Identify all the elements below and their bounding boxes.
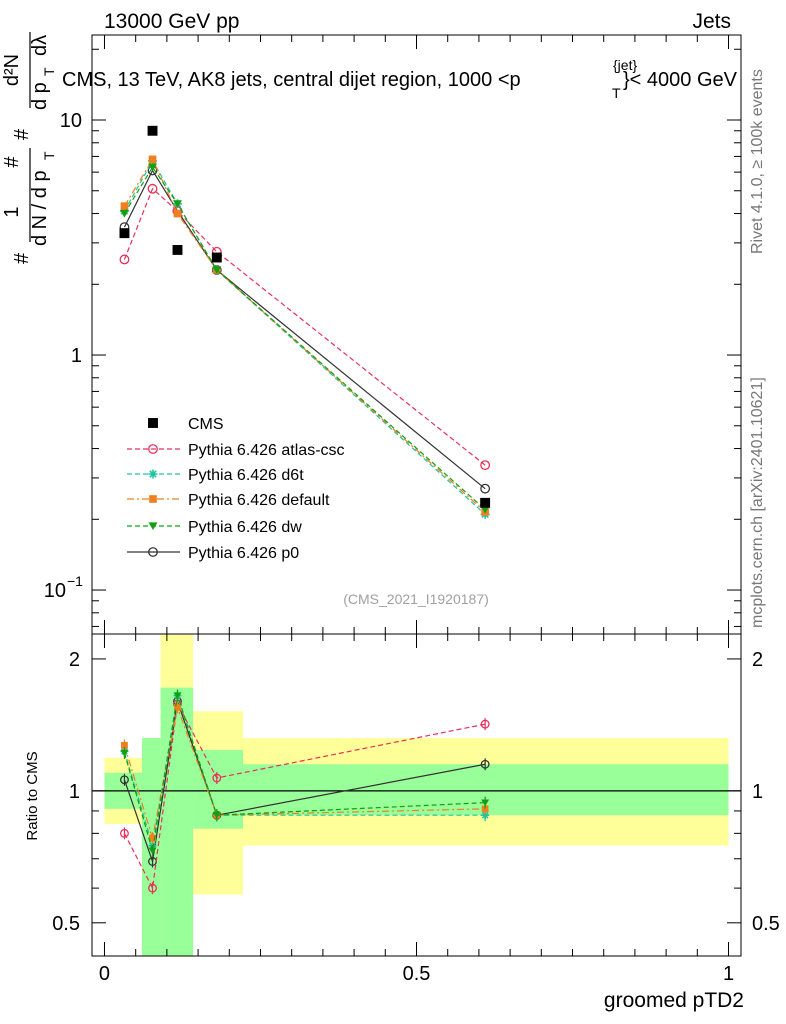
ratio-series-line — [123, 701, 486, 891]
legend-label: Pythia 6.426 dw — [188, 519, 302, 536]
main-series-line — [123, 158, 486, 513]
main-y-tick-label: 10 — [44, 580, 66, 602]
analysis-watermark: (CMS_2021_I1920187) — [343, 591, 489, 607]
main-series-marker — [480, 483, 491, 494]
ratio-y-tick-label-left: 1 — [69, 781, 80, 803]
title-sub: T — [612, 85, 621, 101]
ratio-series-marker — [481, 811, 490, 820]
cms-data-point — [211, 252, 222, 263]
ylabel-hash-b: # — [11, 128, 33, 140]
ylabel-dndpt: d N / d p — [29, 170, 51, 246]
main-series-marker — [119, 254, 130, 265]
main-series-marker — [147, 183, 158, 194]
ylabel-t-sub-2: T — [41, 67, 57, 76]
ratio-series-marker — [480, 719, 490, 729]
ylabel-hash-a: # — [1, 156, 23, 168]
ratio-series-marker — [212, 812, 221, 819]
main-series-marker — [173, 209, 182, 218]
ratio-series-marker — [212, 773, 222, 783]
ratio-series-marker — [148, 847, 157, 855]
main-y-tick-exponent: −1 — [67, 573, 83, 589]
main-ylabel: # 1 # d N / d p T # d p T d²N dλ — [1, 32, 57, 264]
legend: CMS Pythia 6.426 atlas-csc Pythia 6.426 d6… — [127, 416, 345, 562]
ratio-y-tick-label-right: 0.5 — [752, 913, 780, 935]
ratio-y-axis-label: Ratio to CMS — [24, 751, 41, 840]
cms-data-point — [147, 125, 158, 136]
rivet-label: Rivet 4.1.0, ≥ 100k events — [749, 69, 766, 254]
main-series-marker — [119, 209, 129, 218]
main-series-marker — [120, 202, 129, 210]
main-series-line — [123, 169, 486, 490]
main-series-marker — [148, 155, 157, 164]
ratio-series-marker — [173, 692, 182, 700]
main-series-marker — [148, 163, 158, 172]
main-series-marker — [212, 266, 222, 275]
legend-marker — [149, 495, 157, 503]
legend-label: Pythia 6.426 p0 — [188, 545, 299, 562]
cms-data-point — [172, 244, 183, 255]
legend-label: Pythia 6.426 default — [188, 492, 330, 509]
main-series-marker — [172, 200, 182, 208]
main-y-tick-label: 10 — [60, 110, 82, 132]
ratio-y-tick-label-left: 2 — [69, 649, 80, 671]
ratio-series-marker — [121, 741, 128, 749]
ratio-y-tick-label-right: 1 — [752, 781, 763, 803]
mcplots-label: mcplots.cern.ch [arXiv:2401.10621] — [749, 377, 766, 628]
main-series-line — [123, 187, 486, 466]
ylabel-dlambda: dλ — [29, 35, 51, 56]
legend-marker — [148, 522, 158, 531]
ylabel-d2n: d²N — [1, 54, 23, 86]
ratio-series-marker — [480, 759, 490, 769]
x-axis-label: groomed pTD2 — [604, 989, 744, 1012]
legend-marker — [148, 418, 158, 428]
x-tick-label: 0 — [99, 963, 110, 985]
title-tail: }< 4000 GeV — [623, 69, 738, 91]
legend-marker — [148, 547, 158, 557]
main-series-marker — [480, 505, 490, 514]
ratio-panel: 0.5 0.5 1 1 2 2 0 0.5 1 — [52, 633, 780, 985]
main-panel: 10−1110102 — [44, 34, 742, 635]
header-left: 13000 GeV pp — [104, 10, 239, 33]
ylabel-one: 1 — [1, 206, 23, 217]
main-series-marker — [480, 460, 491, 471]
ylabel-lead: # — [11, 252, 33, 264]
legend-marker — [148, 444, 158, 454]
ratio-series-marker — [119, 775, 129, 785]
ratio-series-marker — [481, 799, 490, 807]
cms-data-point — [119, 228, 130, 239]
ratio-y-tick-label-left: 0.5 — [52, 913, 80, 935]
ratio-y-tick-label-right: 2 — [752, 649, 763, 671]
ratio-series-marker — [120, 749, 129, 757]
x-tick-label: 0.5 — [403, 963, 431, 985]
ratio-series-marker — [174, 704, 181, 711]
ratio-series-marker — [481, 805, 489, 813]
legend-marker — [148, 469, 158, 479]
ylabel-dpt: d p — [29, 82, 51, 110]
legend-label: Pythia 6.426 atlas-csc — [188, 442, 345, 459]
ratio-series-marker — [119, 828, 129, 838]
cms-data-point — [480, 497, 491, 508]
ylabel-t-sub: T — [41, 151, 57, 160]
title-main: CMS, 13 TeV, AK8 jets, central dijet reg… — [62, 69, 521, 91]
legend-label: CMS — [188, 416, 224, 433]
title-super: {jet} — [613, 57, 637, 73]
header-right: Jets — [692, 10, 731, 33]
ratio-series-marker — [148, 883, 157, 893]
ratio-series-marker — [149, 834, 156, 842]
main-y-tick-label: 1 — [71, 345, 82, 367]
legend-label: Pythia 6.426 d6t — [188, 467, 304, 484]
x-tick-label: 1 — [723, 963, 734, 985]
plot-title: CMS, 13 TeV, AK8 jets, central dijet reg… — [62, 57, 738, 101]
